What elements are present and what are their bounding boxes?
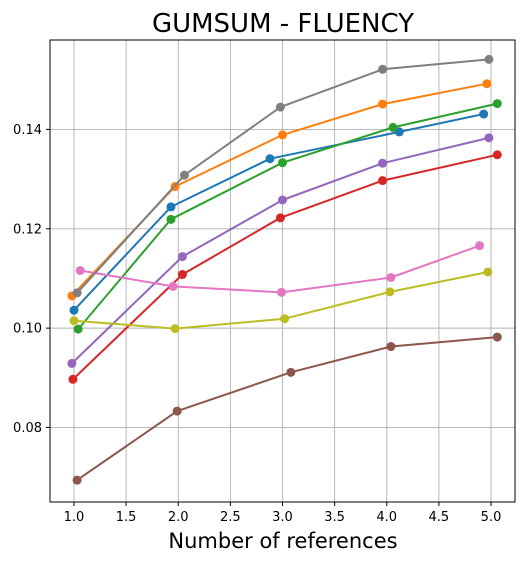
data-point [73, 324, 83, 334]
data-point [378, 64, 388, 74]
x-tick-label: 1.0 [64, 510, 85, 525]
x-tick-label: 3.0 [272, 510, 293, 525]
data-point [276, 287, 286, 297]
data-point [492, 332, 502, 342]
series-line [72, 153, 498, 381]
data-point [484, 54, 494, 64]
data-point [492, 99, 502, 109]
series-layer [67, 54, 502, 485]
data-point [483, 267, 493, 277]
y-tick-label: 0.08 [13, 421, 42, 436]
x-tick-label: 3.5 [324, 510, 345, 525]
data-point [69, 316, 79, 326]
x-axis-label: Number of references [168, 529, 397, 553]
chart-title: GUMSUM - FLUENCY [152, 9, 414, 39]
data-point [385, 287, 395, 297]
x-tick-label: 1.5 [116, 510, 137, 525]
series-7 [75, 241, 485, 297]
data-point [378, 176, 388, 186]
series-4 [68, 150, 502, 384]
axes: 1.0 1.5 2.0 2.5 3.0 3.5 4.0 4.5 5.0 0.08 0.10 0.12 0… [13, 123, 501, 525]
y-tick-label: 0.12 [13, 222, 42, 237]
data-point [378, 158, 388, 168]
data-point [179, 170, 189, 180]
data-point [278, 130, 287, 140]
data-point [170, 324, 180, 334]
data-point [394, 127, 404, 137]
series-9 [69, 267, 493, 334]
data-point [75, 266, 85, 276]
series-5 [67, 133, 494, 368]
data-point [72, 288, 82, 298]
data-point [177, 269, 187, 279]
data-point [72, 475, 82, 485]
data-point [168, 281, 178, 291]
data-point [484, 133, 494, 143]
data-point [172, 406, 182, 416]
series-6 [72, 332, 502, 485]
data-point [286, 367, 296, 377]
series-8 [72, 54, 494, 298]
data-point [275, 102, 285, 112]
data-point [378, 99, 388, 109]
data-point [278, 195, 287, 205]
y-tick-label: 0.14 [13, 123, 42, 138]
x-tick-label: 4.0 [376, 510, 397, 525]
data-point [166, 214, 176, 224]
data-point [278, 158, 287, 168]
data-point [275, 213, 285, 223]
x-tick-label: 2.5 [220, 510, 241, 525]
series-1 [69, 109, 489, 315]
data-point [386, 272, 396, 282]
data-point [482, 79, 492, 89]
data-point [177, 252, 187, 262]
data-point [68, 374, 78, 384]
x-tick-label: 5.0 [481, 510, 502, 525]
series-3 [73, 99, 502, 334]
series-line [76, 336, 498, 481]
data-point [479, 109, 489, 119]
data-point [492, 150, 502, 160]
data-point [166, 202, 176, 212]
x-tick-label: 2.0 [168, 510, 189, 525]
data-point [69, 305, 79, 315]
y-tick-label: 0.10 [13, 322, 42, 337]
data-point [280, 314, 290, 324]
data-point [386, 342, 396, 352]
data-point [388, 122, 398, 132]
data-point [67, 358, 77, 368]
data-point [265, 154, 275, 164]
x-tick-label: 4.5 [429, 510, 450, 525]
data-point [475, 241, 485, 251]
